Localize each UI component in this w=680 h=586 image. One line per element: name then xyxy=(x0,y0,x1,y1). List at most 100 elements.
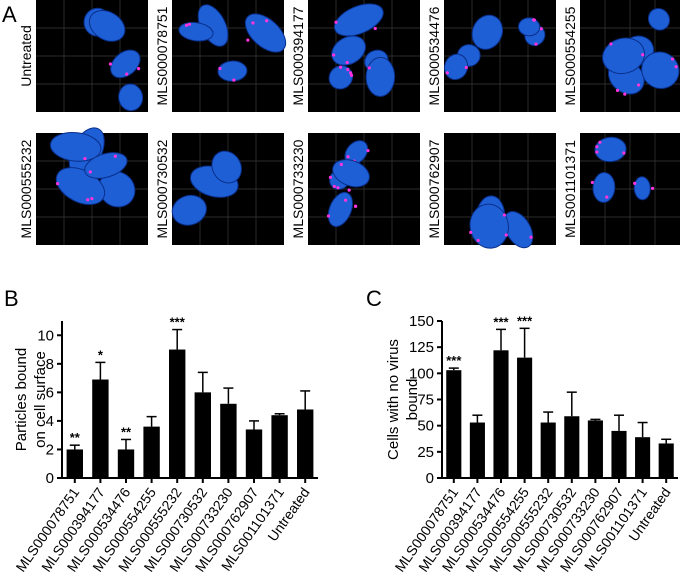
virus-particle xyxy=(623,92,627,96)
y-axis-label: on cell surface xyxy=(32,351,49,448)
y-axis-label: Cells with no virus xyxy=(385,339,402,460)
bar xyxy=(92,379,109,478)
cell xyxy=(110,49,141,79)
virus-particle xyxy=(332,184,336,189)
virus-particle xyxy=(502,213,506,217)
significance: ** xyxy=(70,430,81,445)
y-tick-label: 50 xyxy=(417,418,434,435)
cell xyxy=(602,37,646,75)
cell xyxy=(633,176,651,201)
virus-particle xyxy=(339,162,343,167)
virus-particle xyxy=(464,65,468,70)
significance: *** xyxy=(446,353,462,368)
virus-particle xyxy=(265,19,269,23)
virus-particle xyxy=(367,66,371,70)
y-tick-label: 100 xyxy=(409,365,434,382)
image-label: MLS000733230 xyxy=(290,139,306,238)
cell xyxy=(503,211,534,249)
y-tick-label: 150 xyxy=(409,313,434,330)
bar xyxy=(245,429,263,478)
micrograph xyxy=(308,133,420,245)
y-tick-label: 0 xyxy=(46,470,54,487)
virus-particle xyxy=(345,60,349,65)
virus-particle xyxy=(246,38,250,42)
cell xyxy=(444,53,469,81)
virus-particle xyxy=(90,196,94,201)
virus-particle xyxy=(88,170,92,174)
image-label: MLS001101371 xyxy=(562,140,578,238)
bar xyxy=(587,420,603,478)
micrograph xyxy=(444,133,556,249)
cell xyxy=(244,13,287,53)
virus-particle xyxy=(598,140,602,144)
virus-particle xyxy=(218,66,222,71)
bar xyxy=(611,430,627,478)
virus-particle xyxy=(83,156,87,161)
bar xyxy=(493,350,509,478)
micrograph xyxy=(580,133,680,245)
virus-particle xyxy=(641,53,645,57)
significance: *** xyxy=(517,313,533,328)
bar xyxy=(117,449,135,478)
cell xyxy=(333,3,384,37)
panel-label: C xyxy=(366,286,382,311)
cell xyxy=(594,136,627,163)
virus-particle xyxy=(605,195,609,199)
cell xyxy=(469,203,509,249)
virus-particle xyxy=(615,88,620,92)
cell xyxy=(332,159,370,188)
image-label: Untreated xyxy=(18,25,34,86)
virus-particle xyxy=(504,233,508,237)
y-axis-label: Particles bound xyxy=(13,348,30,451)
virus-particle xyxy=(348,71,353,75)
bar xyxy=(220,403,237,478)
virus-particle xyxy=(670,57,675,61)
virus-particle xyxy=(529,235,533,239)
virus-particle xyxy=(336,186,340,190)
virus-particle xyxy=(674,65,678,69)
panel-label: B xyxy=(4,286,19,311)
image-label: MLS000554255 xyxy=(562,6,578,105)
bar xyxy=(540,422,556,478)
virus-particle xyxy=(650,186,655,191)
bar xyxy=(517,357,533,478)
panel-label: A xyxy=(2,2,17,27)
image-label: MLS000555232 xyxy=(18,139,34,238)
virus-particle xyxy=(349,73,354,77)
virus-particle xyxy=(184,23,189,27)
virus-particle xyxy=(55,182,60,186)
virus-particle xyxy=(232,78,236,82)
virus-particle xyxy=(251,21,255,25)
virus-particle xyxy=(469,230,473,234)
image-label: MLS000534476 xyxy=(426,6,442,105)
y-tick-label: 0 xyxy=(426,470,434,487)
cell xyxy=(171,194,207,226)
virus-particle xyxy=(590,180,594,185)
virus-particle xyxy=(326,214,331,218)
image-label: MLS000078751 xyxy=(154,6,170,105)
y-tick-label: 10 xyxy=(37,327,54,344)
y-tick-label: 6 xyxy=(46,384,54,401)
virus-particle xyxy=(445,71,449,75)
bar xyxy=(271,415,288,478)
cell xyxy=(49,132,102,162)
virus-particle xyxy=(346,155,350,159)
virus-particle xyxy=(187,22,192,26)
cell xyxy=(328,65,354,90)
significance: ** xyxy=(121,424,132,439)
virus-particle xyxy=(539,27,543,31)
virus-particle xyxy=(328,175,333,179)
micrograph xyxy=(444,0,556,112)
micrograph xyxy=(36,127,148,245)
significance: *** xyxy=(170,315,186,330)
significance: * xyxy=(98,347,104,362)
virus-particle xyxy=(136,67,141,71)
virus-particle xyxy=(476,238,480,243)
virus-particle xyxy=(595,145,599,149)
micrograph xyxy=(580,0,680,112)
cell xyxy=(647,7,671,31)
y-tick-label: 25 xyxy=(417,444,434,461)
bar xyxy=(635,437,651,478)
cell xyxy=(84,152,128,179)
